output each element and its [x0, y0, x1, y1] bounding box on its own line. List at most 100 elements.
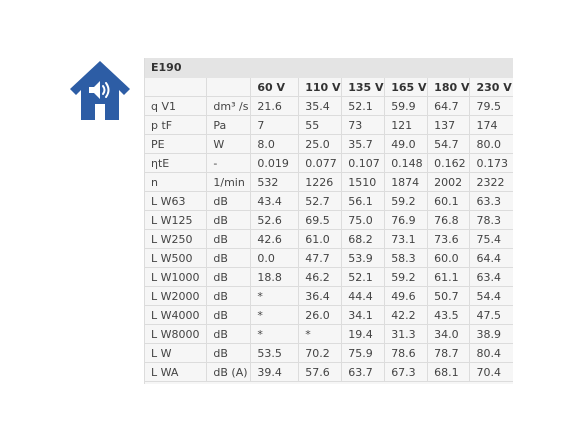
value-cell: 19.4: [341, 324, 386, 344]
value-cell: 7: [250, 115, 300, 135]
parameter-cell: L W: [145, 343, 208, 363]
value-cell: 0.173: [469, 153, 513, 173]
value-cell: 18.8: [250, 267, 300, 287]
value-cell: 53.9: [341, 248, 386, 268]
value-cell: 60.1: [427, 191, 471, 211]
value-cell: 69.5: [298, 210, 343, 230]
value-cell: 49.6: [384, 286, 429, 306]
parameter-cell: L WA: [145, 362, 208, 382]
value-cell: 1874: [384, 172, 429, 192]
value-cell: 73: [341, 115, 386, 135]
value-cell: 25.0: [298, 134, 343, 154]
column-header: [206, 78, 252, 97]
spec-table: 60 V 110 V 135 V 165 V 180 V 230 V q V1 dm³ /s…: [145, 78, 513, 382]
value-cell: 39.4: [250, 362, 300, 382]
value-cell: 53.5: [250, 343, 300, 363]
value-cell: 52.1: [341, 96, 386, 116]
unit-cell: -: [206, 153, 252, 173]
parameter-cell: ηtE: [145, 153, 208, 173]
unit-cell: dB: [206, 343, 252, 363]
parameter-cell: p tF: [145, 115, 208, 135]
table-row: ηtE -0.019 0.077 0.107 0.148 0.162 0.173: [145, 153, 513, 173]
value-cell: 49.0: [384, 134, 429, 154]
value-cell: 47.7: [298, 248, 343, 268]
value-cell: 21.6: [250, 96, 300, 116]
value-cell: 137: [427, 115, 471, 135]
value-cell: 34.0: [427, 324, 471, 344]
unit-cell: dB: [206, 286, 252, 306]
value-cell: 55: [298, 115, 343, 135]
spec-table-card: E190 60 V 110 V 135 V 165 V 180 V 230 V q V1 d…: [144, 58, 513, 384]
value-cell: 59.9: [384, 96, 429, 116]
column-header: 110 V: [298, 78, 343, 97]
unit-cell: dB: [206, 267, 252, 287]
value-cell: 59.2: [384, 191, 429, 211]
value-cell: 2322: [469, 172, 513, 192]
value-cell: 34.1: [341, 305, 386, 325]
unit-cell: dB: [206, 210, 252, 230]
value-cell: 26.0: [298, 305, 343, 325]
unit-cell: dB: [206, 305, 252, 325]
value-cell: *: [250, 324, 300, 344]
value-cell: 47.5: [469, 305, 513, 325]
parameter-cell: L W1000: [145, 267, 208, 287]
value-cell: 60.0: [427, 248, 471, 268]
unit-cell: 1/min: [206, 172, 252, 192]
unit-cell: Pa: [206, 115, 252, 135]
value-cell: 52.6: [250, 210, 300, 230]
value-cell: 59.2: [384, 267, 429, 287]
value-cell: 43.5: [427, 305, 471, 325]
value-cell: 57.6: [298, 362, 343, 382]
value-cell: 73.1: [384, 229, 429, 249]
value-cell: 75.9: [341, 343, 386, 363]
table-row: L W8000 dB * * 19.4 31.3 34.0 38.9: [145, 324, 513, 344]
value-cell: 78.7: [427, 343, 471, 363]
house-speaker-icon: [70, 61, 130, 120]
table-row: L W4000 dB * 26.0 34.1 42.2 43.5 47.5: [145, 305, 513, 325]
parameter-cell: L W125: [145, 210, 208, 230]
value-cell: 1226: [298, 172, 343, 192]
value-cell: 63.3: [469, 191, 513, 211]
parameter-cell: PE: [145, 134, 208, 154]
value-cell: 64.7: [427, 96, 471, 116]
unit-cell: dB: [206, 324, 252, 344]
value-cell: 2002: [427, 172, 471, 192]
value-cell: 56.1: [341, 191, 386, 211]
value-cell: 35.4: [298, 96, 343, 116]
value-cell: 0.162: [427, 153, 471, 173]
column-header: 165 V: [384, 78, 429, 97]
value-cell: 76.9: [384, 210, 429, 230]
value-cell: 63.4: [469, 267, 513, 287]
parameter-cell: L W4000: [145, 305, 208, 325]
table-row: L W63 dB 43.4 52.7 56.1 59.2 60.1 63.3: [145, 191, 513, 211]
value-cell: 0.019: [250, 153, 300, 173]
value-cell: 75.4: [469, 229, 513, 249]
value-cell: 64.4: [469, 248, 513, 268]
header-row: 60 V 110 V 135 V 165 V 180 V 230 V: [145, 78, 513, 97]
table-row: n 1/min 532 1226 1510 1874 2002 2322: [145, 172, 513, 192]
value-cell: 80.4: [469, 343, 513, 363]
value-cell: 61.1: [427, 267, 471, 287]
unit-cell: dB: [206, 191, 252, 211]
parameter-cell: L W63: [145, 191, 208, 211]
value-cell: 54.4: [469, 286, 513, 306]
column-header: 60 V: [250, 78, 300, 97]
value-cell: 75.0: [341, 210, 386, 230]
value-cell: 174: [469, 115, 513, 135]
value-cell: 73.6: [427, 229, 471, 249]
value-cell: 52.7: [298, 191, 343, 211]
value-cell: 0.0: [250, 248, 300, 268]
value-cell: 79.5: [469, 96, 513, 116]
table-row: L W125 dB 52.6 69.5 75.0 76.9 76.8 78.3: [145, 210, 513, 230]
unit-cell: dB: [206, 229, 252, 249]
value-cell: 70.2: [298, 343, 343, 363]
value-cell: 35.7: [341, 134, 386, 154]
table-row: L WA dB (A) 39.4 57.6 63.7 67.3 68.1 70.4: [145, 362, 513, 382]
unit-cell: W: [206, 134, 252, 154]
value-cell: 42.6: [250, 229, 300, 249]
value-cell: 42.2: [384, 305, 429, 325]
parameter-cell: L W500: [145, 248, 208, 268]
value-cell: 46.2: [298, 267, 343, 287]
value-cell: *: [250, 286, 300, 306]
